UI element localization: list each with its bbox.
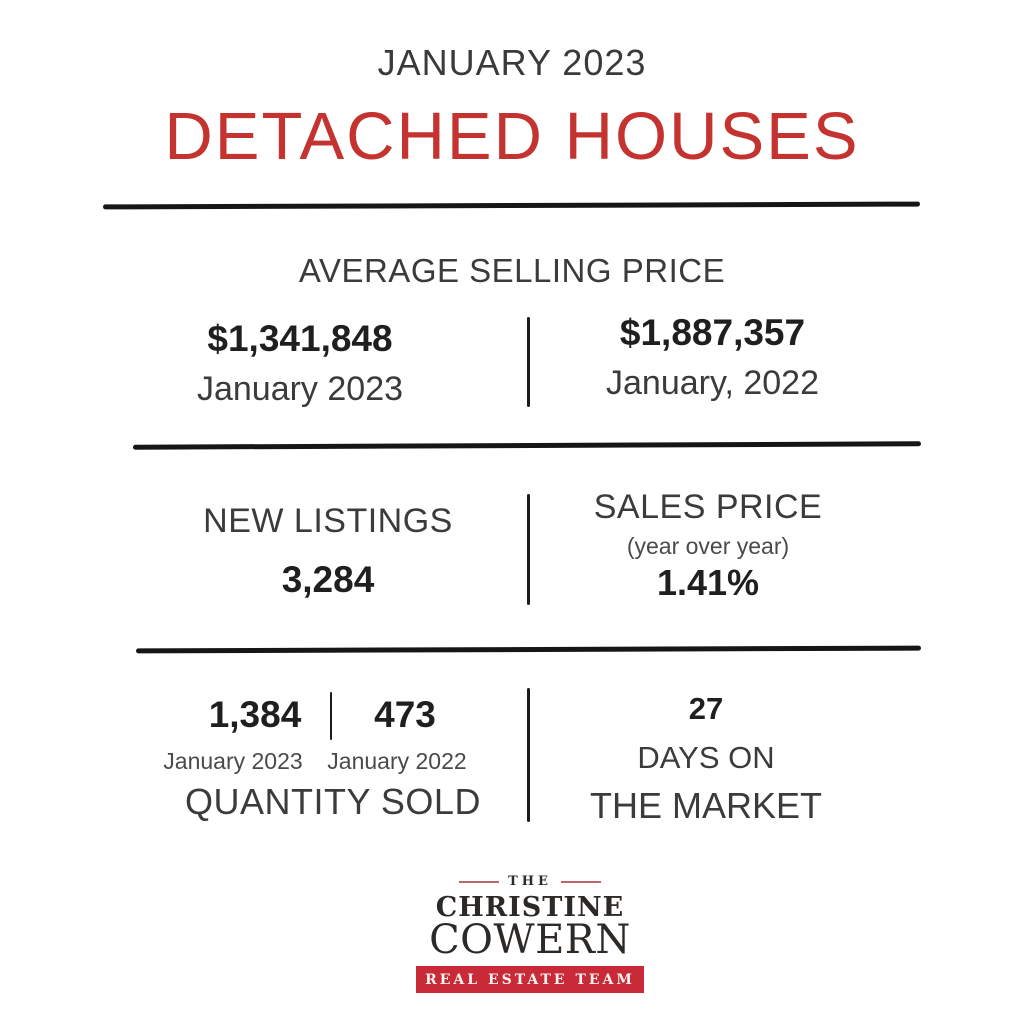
new-listings-block: NEW LISTINGS 3,284 [168, 502, 488, 601]
average-price-current-value: $1,341,848 [207, 318, 393, 359]
sales-price-heading: SALES PRICE [593, 488, 823, 526]
quantity-sold-current-label: January 2023 [163, 748, 303, 774]
days-on-market-block: 27 DAYS ON THE MARKET [545, 691, 867, 827]
average-price-previous: $1,887,357 January, 2022 [545, 312, 880, 403]
average-price-current-label: January 2023 [196, 370, 404, 408]
sales-price-block: SALES PRICE (year over year) 1.41% [548, 488, 868, 604]
average-price-previous-value: $1,887,357 [619, 312, 806, 353]
average-price-previous-label: January, 2022 [606, 364, 819, 402]
logo-the-row: THE [459, 874, 601, 889]
new-listings-heading: NEW LISTINGS [203, 502, 453, 540]
sales-price-value: 1.41% [656, 562, 760, 603]
average-selling-price-heading: AVERAGE SELLING PRICE [298, 252, 726, 289]
month-label: JANUARY 2023 [377, 42, 647, 83]
divider-rule-middle [132, 441, 922, 450]
days-on-market-line2: THE MARKET [589, 785, 822, 826]
vertical-divider-quantity [527, 688, 530, 822]
days-on-market-line1: DAYS ON [637, 740, 775, 775]
sales-price-subheading: (year over year) [626, 533, 790, 559]
vertical-divider-average-price [527, 317, 530, 407]
logo-last-name: COWERN [429, 917, 631, 963]
new-listings-value: 3,284 [281, 559, 375, 600]
quantity-sold-previous-value: 473 [374, 694, 436, 735]
days-on-market-value: 27 [688, 691, 724, 726]
quantity-sold-previous-label: January 2022 [327, 748, 467, 774]
quantity-sold-heading: QUANTITY SOLD [185, 781, 481, 822]
logo-team-banner: REAL ESTATE TEAM [416, 966, 644, 993]
divider-rule-bottom [135, 645, 922, 654]
quantity-sold-current-value: 1,384 [208, 694, 302, 735]
logo-the-text: THE [508, 874, 552, 889]
logo-accent-line-left [459, 880, 500, 883]
logo-accent-line-right [560, 880, 601, 883]
mini-divider-quantity [330, 692, 332, 740]
divider-rule-top [102, 201, 921, 210]
logo-first-name: CHRISTINE [435, 892, 625, 923]
page-title: DETACHED HOUSES [164, 99, 860, 174]
brand-logo: THE CHRISTINE COWERN REAL ESTATE TEAM [412, 874, 648, 993]
average-price-current: $1,341,848 January 2023 [120, 318, 480, 409]
vertical-divider-listings [527, 494, 530, 605]
